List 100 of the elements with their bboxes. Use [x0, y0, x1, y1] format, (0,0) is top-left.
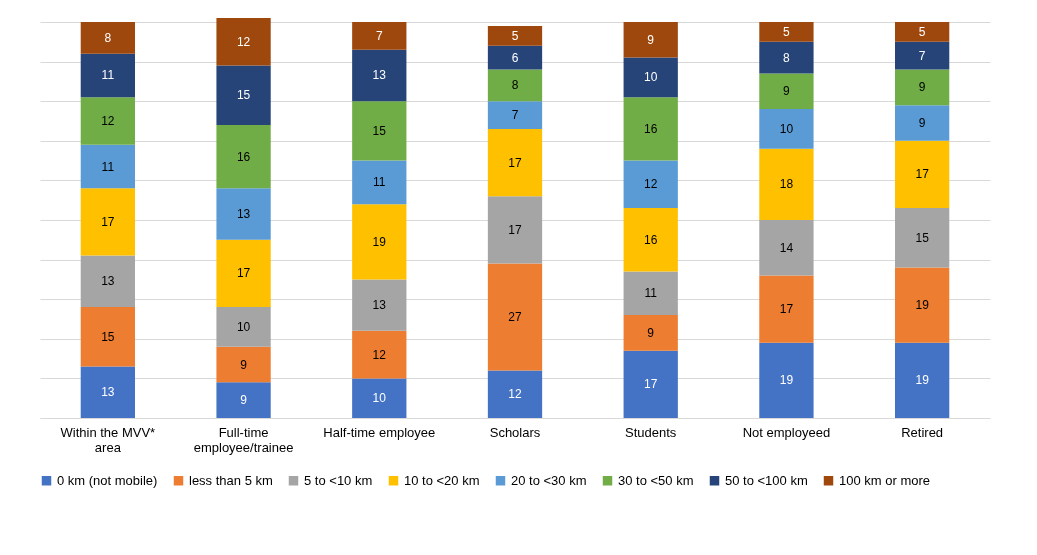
data-label: 15 — [915, 230, 930, 245]
data-label: 16 — [644, 232, 658, 247]
bar — [487, 370, 543, 418]
data-label: 8 — [511, 78, 519, 93]
bar — [895, 105, 950, 141]
x-tick-label: Full-time employee/trainee — [193, 424, 294, 455]
data-label: 16 — [644, 121, 658, 136]
data-label: 9 — [240, 393, 248, 408]
data-label: 7 — [918, 48, 926, 63]
data-label: 13 — [372, 68, 387, 83]
bar — [759, 109, 814, 149]
data-label: 11 — [101, 159, 115, 174]
data-label: 9 — [240, 357, 248, 372]
data-label: 9 — [783, 84, 791, 99]
data-label: 7 — [375, 28, 383, 43]
data-label: 10 — [236, 319, 251, 334]
x-tick-label: Students — [625, 424, 677, 440]
bar — [623, 57, 678, 98]
bar — [487, 101, 543, 129]
bar — [895, 21, 950, 42]
bar — [216, 188, 271, 240]
bar — [80, 144, 135, 189]
data-label: 5 — [783, 24, 791, 39]
bar — [895, 41, 950, 70]
bar — [759, 148, 814, 220]
legend-label: 30 to <50 km — [618, 472, 694, 488]
data-label: 19 — [779, 373, 794, 388]
data-label: 19 — [915, 298, 930, 313]
data-label: 9 — [918, 115, 926, 130]
data-label: 14 — [779, 240, 794, 255]
bar — [352, 378, 407, 418]
bar — [216, 382, 271, 418]
bar — [216, 307, 271, 347]
bar — [759, 219, 814, 276]
data-label: 6 — [511, 50, 519, 65]
bar — [759, 275, 814, 343]
bar — [895, 342, 950, 418]
bar — [623, 208, 678, 272]
x-tick-label: Within the MVV* area — [60, 424, 156, 455]
bar — [352, 204, 407, 280]
data-label: 17 — [101, 214, 115, 229]
data-label: 17 — [915, 167, 930, 182]
data-label: 11 — [373, 175, 386, 190]
bar — [216, 65, 271, 125]
data-label: 10 — [779, 121, 794, 136]
data-label: 12 — [101, 113, 115, 128]
bar — [216, 239, 271, 308]
bar — [895, 208, 950, 268]
data-label: 12 — [236, 34, 251, 49]
data-label: 19 — [915, 373, 930, 388]
bar — [352, 101, 407, 161]
bar — [487, 128, 543, 197]
data-label: 13 — [101, 274, 115, 289]
bar — [623, 21, 678, 58]
bar — [487, 196, 543, 264]
legend-label: 20 to <30 km — [511, 472, 587, 488]
legend-label: 50 to <100 km — [725, 472, 808, 488]
data-label: 9 — [647, 325, 655, 340]
bar — [80, 21, 135, 54]
data-label: 9 — [918, 80, 926, 95]
data-label: 8 — [783, 50, 791, 65]
bar — [487, 45, 543, 70]
data-label: 7 — [511, 108, 519, 123]
bar — [80, 97, 135, 145]
bar — [352, 160, 407, 205]
bar — [352, 279, 407, 331]
data-label: 12 — [644, 177, 658, 192]
bar — [80, 188, 135, 256]
bar — [895, 140, 950, 209]
data-label: 16 — [236, 149, 251, 164]
data-label: 17 — [236, 266, 251, 281]
data-label: 8 — [104, 30, 112, 45]
bar — [487, 69, 543, 102]
legend-label: 10 to <20 km — [404, 472, 480, 488]
data-label: 13 — [101, 385, 115, 400]
data-label: 17 — [644, 377, 658, 392]
data-label: 10 — [644, 70, 658, 85]
data-label: 15 — [236, 88, 251, 103]
legend-label: 100 km or more — [839, 472, 931, 488]
data-label: 17 — [779, 302, 794, 317]
bar — [487, 25, 543, 46]
data-label: 27 — [508, 310, 522, 325]
data-label: 17 — [508, 222, 522, 237]
x-tick-label: Half-time employee — [323, 424, 436, 440]
bar — [80, 307, 135, 367]
bar — [80, 255, 135, 308]
data-label: 5 — [918, 24, 926, 39]
bar — [895, 267, 950, 343]
bar — [216, 124, 271, 189]
data-label: 9 — [647, 32, 655, 47]
data-label: 12 — [372, 347, 387, 362]
data-label: 12 — [508, 387, 522, 402]
data-label: 15 — [101, 329, 115, 344]
data-label: 18 — [779, 177, 794, 192]
data-label: 11 — [644, 286, 658, 301]
data-label: 17 — [508, 155, 522, 170]
bar — [352, 21, 407, 50]
bar — [623, 350, 678, 418]
x-tick-label: Not employeed — [742, 424, 831, 440]
bar — [216, 18, 271, 66]
